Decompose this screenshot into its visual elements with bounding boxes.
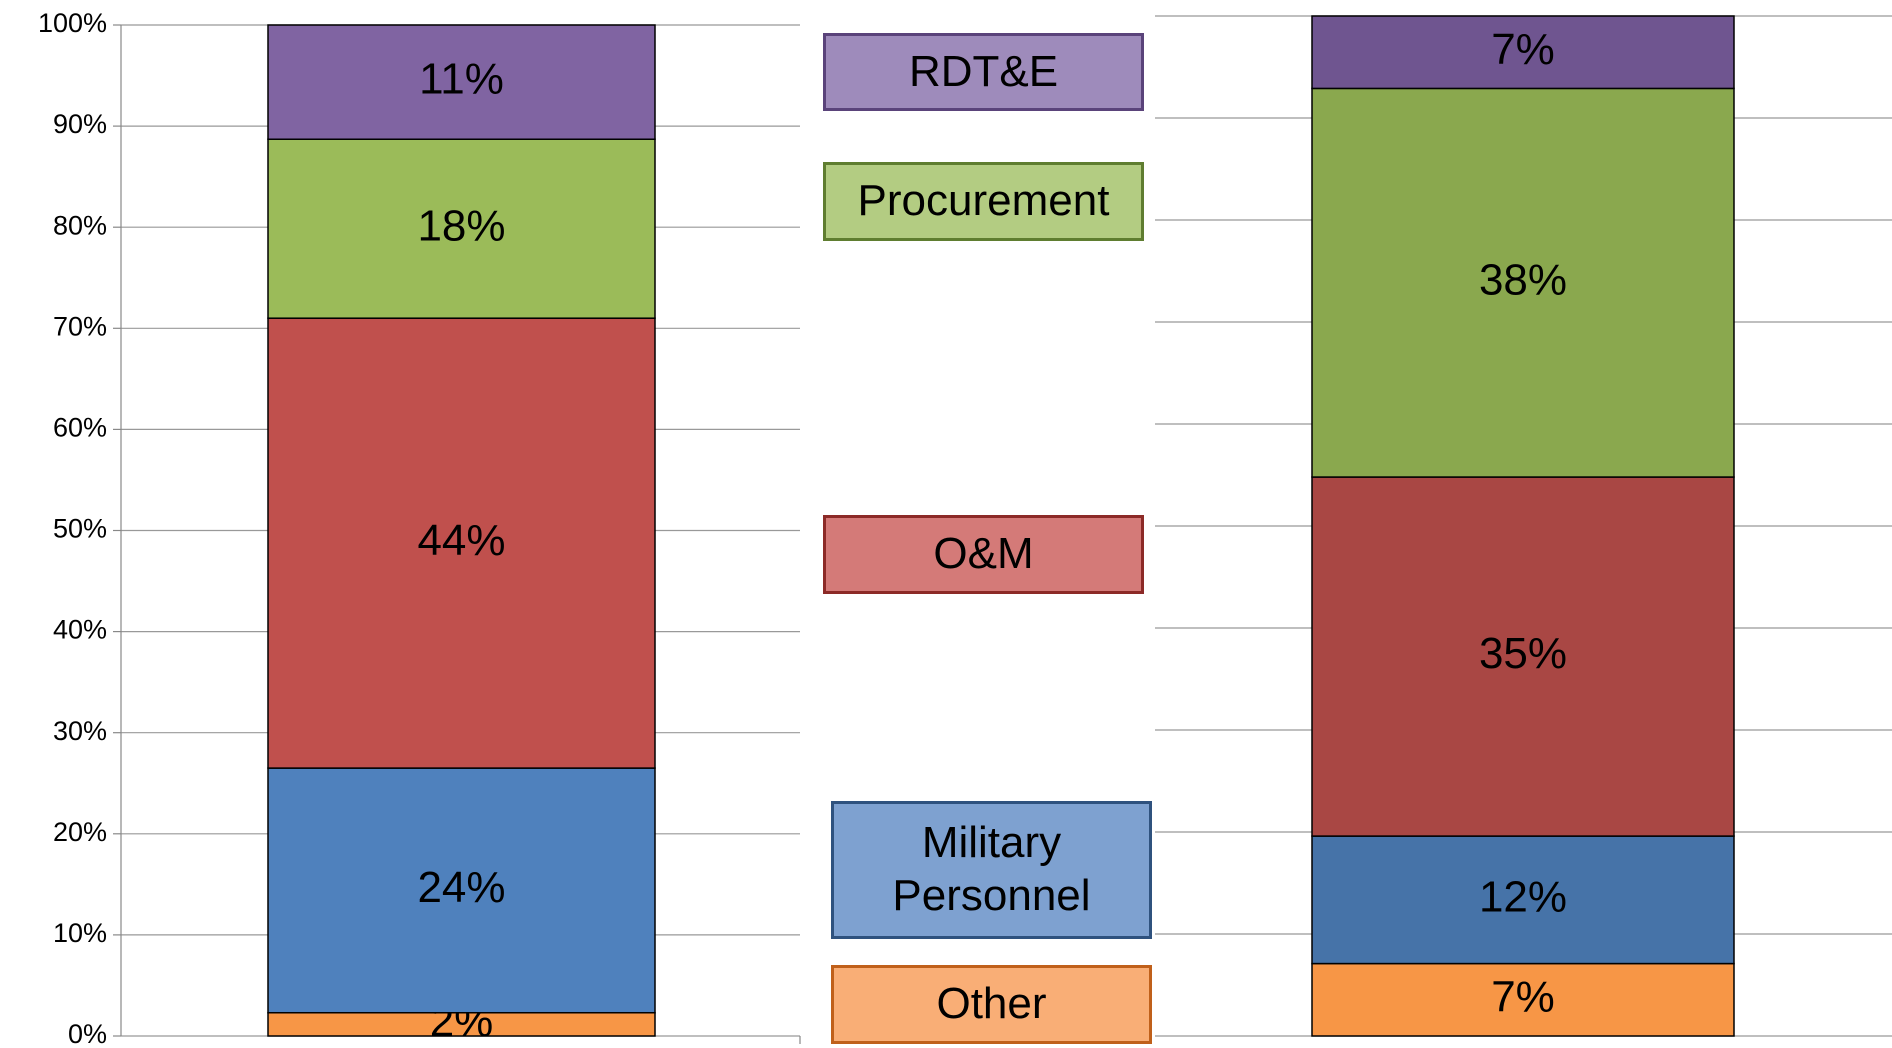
data-label: 12%	[1479, 872, 1567, 921]
y-tick-label: 20%	[53, 817, 107, 847]
legend-entry: RDT&E	[823, 33, 1144, 111]
y-tick-label: 80%	[53, 210, 107, 240]
y-tick-label: 30%	[53, 716, 107, 746]
data-label: 7%	[1491, 25, 1555, 74]
y-tick-label: 40%	[53, 615, 107, 645]
bar-segment	[267, 317, 656, 769]
y-tick-label: 100%	[38, 8, 107, 38]
data-label: 44%	[417, 516, 505, 565]
bar-segment	[1311, 476, 1735, 837]
y-tick-label: 90%	[53, 109, 107, 139]
legend-entry: Procurement	[823, 162, 1144, 241]
data-label: 11%	[419, 55, 504, 104]
y-tick-label: 70%	[53, 311, 107, 341]
data-label: 18%	[417, 201, 505, 250]
data-label: 24%	[417, 863, 505, 912]
data-label: 38%	[1479, 255, 1567, 304]
legend-entry: O&M	[823, 515, 1144, 594]
bar-segment	[1311, 87, 1735, 478]
legend-entry: Military Personnel	[831, 801, 1152, 939]
bar-segment	[1311, 15, 1735, 90]
data-label: 7%	[1491, 972, 1555, 1021]
data-label: 35%	[1479, 629, 1567, 678]
bar-segment	[267, 767, 656, 1014]
y-tick-label: 60%	[53, 413, 107, 443]
bar-segment	[1311, 962, 1735, 1037]
legend-entry: Other	[831, 965, 1152, 1044]
bar-segment	[267, 138, 656, 319]
y-tick-label: 0%	[68, 1019, 107, 1048]
bar-segment	[1311, 835, 1735, 965]
y-tick-label: 50%	[53, 514, 107, 544]
y-tick-label: 10%	[53, 918, 107, 948]
bar-segment	[267, 24, 656, 140]
